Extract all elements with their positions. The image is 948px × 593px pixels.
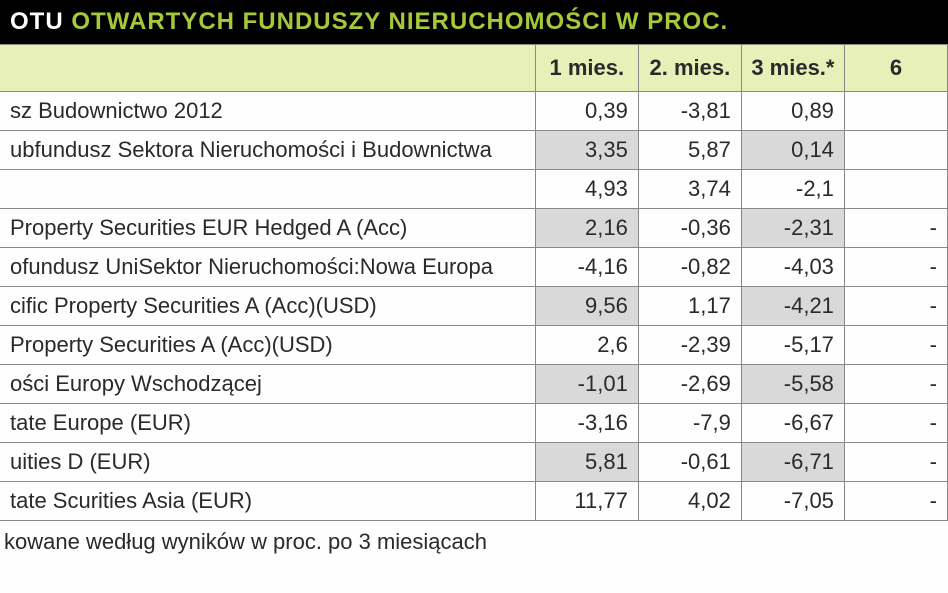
value-cell: -7,9 <box>638 404 741 443</box>
value-cell: -6,71 <box>741 443 844 482</box>
col-2-header: 2. mies. <box>638 45 741 92</box>
value-cell <box>844 92 947 131</box>
fund-name-cell: ości Europy Wschodzącej <box>0 365 535 404</box>
value-cell <box>844 170 947 209</box>
funds-table: 1 mies. 2. mies. 3 mies.* 6 sz Budownict… <box>0 44 948 521</box>
fund-name-cell: Property Securities EUR Hedged A (Acc) <box>0 209 535 248</box>
table-row: uities D (EUR)5,81-0,61-6,71- <box>0 443 948 482</box>
value-cell: - <box>844 209 947 248</box>
col-3-header: 3 mies.* <box>741 45 844 92</box>
value-cell: 3,35 <box>535 131 638 170</box>
value-cell: 11,77 <box>535 482 638 521</box>
fund-name-cell: ofundusz UniSektor Nieruchomości:Nowa Eu… <box>0 248 535 287</box>
table-row: 4,933,74-2,1 <box>0 170 948 209</box>
table-container: OTU OTWARTYCH FUNDUSZY NIERUCHOMOŚCI W P… <box>0 0 948 593</box>
value-cell: -0,61 <box>638 443 741 482</box>
value-cell: -4,21 <box>741 287 844 326</box>
value-cell: -2,39 <box>638 326 741 365</box>
value-cell: - <box>844 365 947 404</box>
table-row: ości Europy Wschodzącej-1,01-2,69-5,58- <box>0 365 948 404</box>
table-body: sz Budownictwo 20120,39-3,810,89ubfundus… <box>0 92 948 521</box>
value-cell: -4,16 <box>535 248 638 287</box>
table-row: ubfundusz Sektora Nieruchomości i Budown… <box>0 131 948 170</box>
value-cell: -5,17 <box>741 326 844 365</box>
value-cell: -3,16 <box>535 404 638 443</box>
footnote: kowane według wyników w proc. po 3 miesi… <box>0 521 948 555</box>
value-cell: 0,14 <box>741 131 844 170</box>
title-part1: OTU <box>10 8 71 35</box>
title-part2: OTWARTYCH FUNDUSZY NIERUCHOMOŚCI W PROC. <box>71 8 728 35</box>
value-cell: 2,16 <box>535 209 638 248</box>
fund-name-cell: tate Europe (EUR) <box>0 404 535 443</box>
value-cell: 5,81 <box>535 443 638 482</box>
value-cell: -0,82 <box>638 248 741 287</box>
value-cell: - <box>844 248 947 287</box>
fund-name-cell: cific Property Securities A (Acc)(USD) <box>0 287 535 326</box>
table-row: ofundusz UniSektor Nieruchomości:Nowa Eu… <box>0 248 948 287</box>
value-cell: 0,89 <box>741 92 844 131</box>
fund-name-cell: sz Budownictwo 2012 <box>0 92 535 131</box>
fund-name-cell: Property Securities A (Acc)(USD) <box>0 326 535 365</box>
value-cell: - <box>844 404 947 443</box>
value-cell: - <box>844 326 947 365</box>
value-cell: 0,39 <box>535 92 638 131</box>
table-row: cific Property Securities A (Acc)(USD)9,… <box>0 287 948 326</box>
value-cell: -0,36 <box>638 209 741 248</box>
value-cell: -6,67 <box>741 404 844 443</box>
fund-name-cell: uities D (EUR) <box>0 443 535 482</box>
value-cell: -2,69 <box>638 365 741 404</box>
value-cell: -4,03 <box>741 248 844 287</box>
value-cell: - <box>844 443 947 482</box>
fund-name-cell: ubfundusz Sektora Nieruchomości i Budown… <box>0 131 535 170</box>
value-cell: -2,1 <box>741 170 844 209</box>
title-bar: OTU OTWARTYCH FUNDUSZY NIERUCHOMOŚCI W P… <box>0 0 948 44</box>
table-row: Property Securities EUR Hedged A (Acc)2,… <box>0 209 948 248</box>
table-row: tate Scurities Asia (EUR)11,774,02-7,05- <box>0 482 948 521</box>
fund-name-cell: tate Scurities Asia (EUR) <box>0 482 535 521</box>
col-4-header: 6 <box>844 45 947 92</box>
value-cell <box>844 131 947 170</box>
value-cell: -3,81 <box>638 92 741 131</box>
table-row: Property Securities A (Acc)(USD)2,6-2,39… <box>0 326 948 365</box>
value-cell: -2,31 <box>741 209 844 248</box>
col-1-header: 1 mies. <box>535 45 638 92</box>
value-cell: 5,87 <box>638 131 741 170</box>
value-cell: 2,6 <box>535 326 638 365</box>
value-cell: 4,93 <box>535 170 638 209</box>
value-cell: -5,58 <box>741 365 844 404</box>
table-row: tate Europe (EUR)-3,16-7,9-6,67- <box>0 404 948 443</box>
col-fund-header <box>0 45 535 92</box>
value-cell: 3,74 <box>638 170 741 209</box>
table-header-row: 1 mies. 2. mies. 3 mies.* 6 <box>0 45 948 92</box>
table-row: sz Budownictwo 20120,39-3,810,89 <box>0 92 948 131</box>
value-cell: 1,17 <box>638 287 741 326</box>
value-cell: -7,05 <box>741 482 844 521</box>
value-cell: - <box>844 287 947 326</box>
value-cell: - <box>844 482 947 521</box>
value-cell: 4,02 <box>638 482 741 521</box>
value-cell: -1,01 <box>535 365 638 404</box>
value-cell: 9,56 <box>535 287 638 326</box>
fund-name-cell <box>0 170 535 209</box>
